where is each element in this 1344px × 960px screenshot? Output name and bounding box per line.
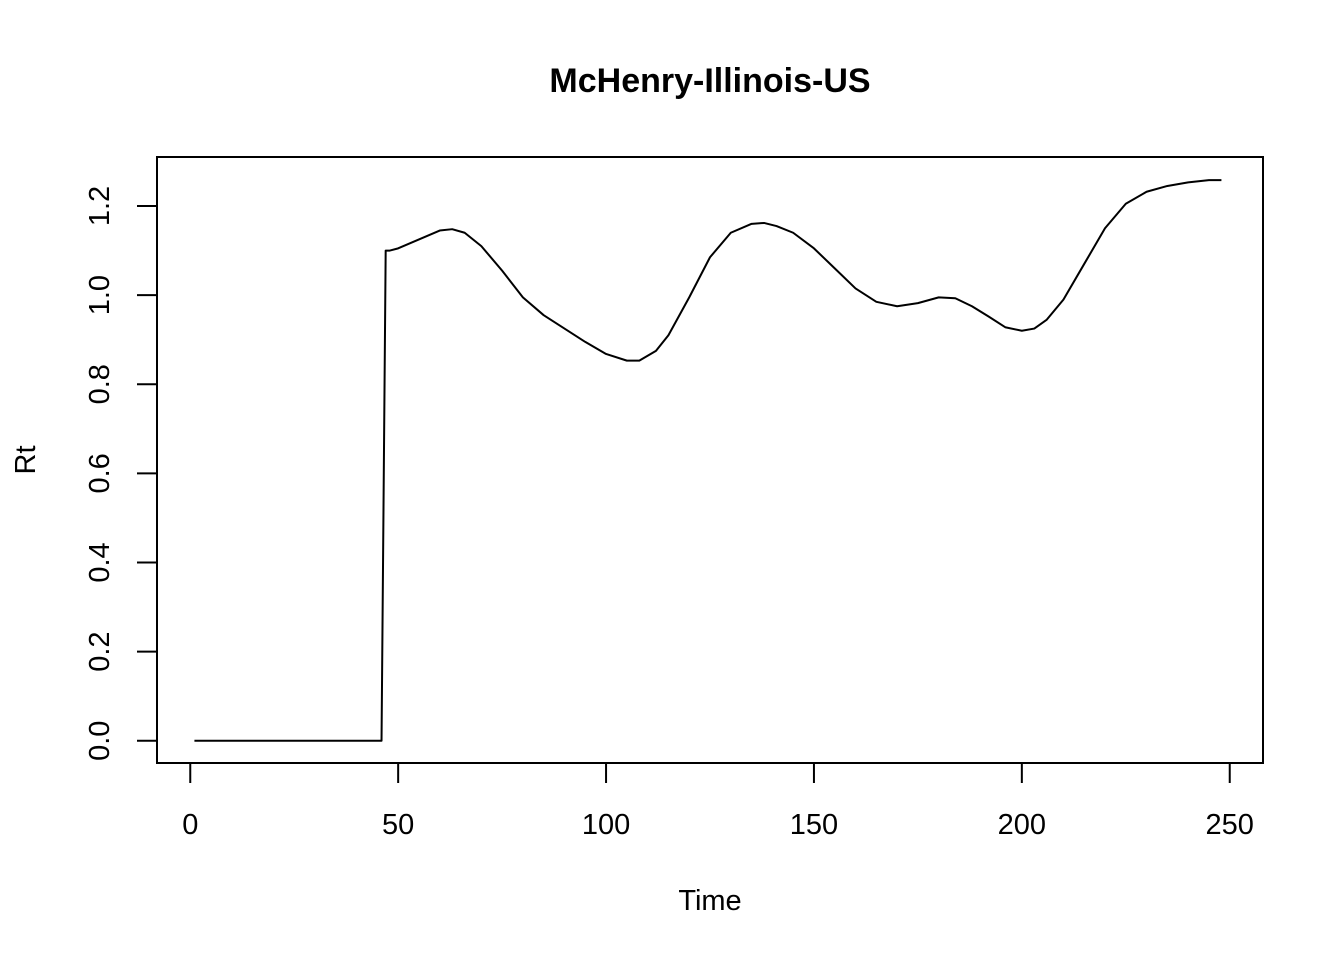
x-tick-label: 250 [1206, 809, 1254, 841]
y-tick-label: 0.8 [84, 364, 116, 404]
plot-frame [157, 157, 1263, 763]
chart-title: McHenry-Illinois-US [549, 62, 870, 100]
x-tick-label: 50 [382, 809, 414, 841]
y-tick-label: 1.0 [84, 275, 116, 315]
x-tick-label: 100 [582, 809, 630, 841]
x-tick-label: 150 [790, 809, 838, 841]
y-tick-label: 0.2 [84, 631, 116, 671]
y-tick-label: 0.0 [84, 721, 116, 761]
y-axis-label: Rt [10, 446, 42, 475]
x-tick-label: 0 [182, 809, 198, 841]
series-group [194, 180, 1221, 741]
y-tick-label: 1.2 [84, 186, 116, 226]
y-axis: 0.0 0.2 0.4 0.6 0.8 1.0 1.2 [84, 186, 157, 761]
x-axis-label: Time [678, 885, 741, 917]
y-tick-label: 0.4 [84, 542, 116, 582]
x-tick-label: 200 [998, 809, 1046, 841]
y-tick-label: 0.6 [84, 453, 116, 493]
rt-series-line [194, 180, 1221, 741]
x-axis: 0 50 100 150 200 250 [182, 763, 1254, 841]
